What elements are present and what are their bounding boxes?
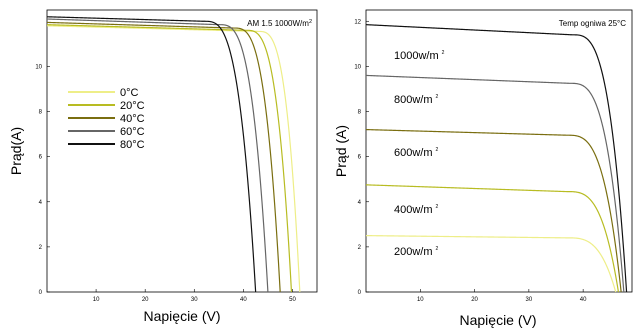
x-ticks-right: 10 20 30 40 [417,289,587,303]
series-label: 1000w/m 2 [394,50,445,62]
curves-left [46,16,301,293]
y-tick-label: 0 [358,290,362,296]
x-tick-label: 30 [526,297,533,303]
y-tick-label: 8 [358,110,362,116]
x-axis-label-right: Napięcie (V) [459,312,536,328]
legend-label: 40°C [120,113,145,125]
series-label: 800w/m 2 [394,94,439,106]
series-label: 600w/m 2 [394,147,439,159]
x-tick-label: 20 [142,297,149,303]
curves-right [365,24,628,293]
x-axis-label-left: Napięcie (V) [143,308,220,324]
x-tick-label: 10 [417,297,424,303]
y-axis-label-right: Prąd (A) [333,125,349,177]
y-tick-label: 2 [358,245,362,251]
y-tick-label: 4 [39,200,43,206]
chart-temperature: 10 20 30 40 50 0 2 4 6 8 10 0°C20°C40°C60°C80°C A… [8,9,318,324]
y-ticks-right: 0 2 4 6 8 10 12 [354,19,369,296]
x-tick-label: 30 [191,297,198,303]
plot-frame-left [46,9,318,293]
annotation-left: AM 1.5 1000W/m2 [247,19,312,28]
legend-label: 20°C [120,100,145,112]
legend-temperature: 0°C20°C40°C60°C80°C [68,87,145,151]
x-ticks-left: 10 20 30 40 50 [93,289,296,303]
y-tick-label: 8 [39,110,43,116]
series-labels-right: 1000w/m 2 800w/m 2 600w/m 2 400w/m 2 200w/m 2 [394,50,445,258]
series-line-0-3 [46,18,269,293]
x-tick-label: 10 [93,297,100,303]
legend-label: 80°C [120,139,145,151]
series-line-1-1 [365,74,625,293]
series-line-1-0 [365,24,628,293]
series-line-1-2 [365,128,622,293]
y-tick-label: 6 [358,155,362,161]
series-line-0-2 [46,21,281,293]
y-tick-label: 12 [354,19,361,25]
y-axis-label-left: Prąd(A) [8,127,24,175]
y-tick-label: 6 [39,155,43,161]
annotation-right: Temp ogniwa 25°C [559,19,626,28]
legend-label: 60°C [120,126,145,138]
series-line-1-3 [365,184,620,293]
y-tick-label: 10 [354,64,361,70]
x-tick-label: 20 [471,297,478,303]
y-tick-label: 0 [39,290,43,296]
plot-frame-right [365,9,633,293]
series-label: 200w/m 2 [394,246,439,258]
y-tick-label: 2 [39,245,43,251]
x-tick-label: 40 [580,297,587,303]
series-line-0-0 [46,25,301,293]
y-ticks-left: 0 2 4 6 8 10 [35,64,50,296]
legend-label: 0°C [120,87,139,99]
y-tick-label: 10 [35,64,42,70]
series-line-0-4 [46,16,257,293]
series-line-0-1 [46,24,293,293]
y-tick-label: 4 [358,200,362,206]
chart-irradiance: 1000w/m 2 800w/m 2 600w/m 2 400w/m 2 200w/m 2 10 2… [333,9,633,328]
series-line-1-4 [365,235,617,293]
series-label: 400w/m 2 [394,204,439,216]
x-tick-label: 50 [289,297,296,303]
x-tick-label: 40 [240,297,247,303]
